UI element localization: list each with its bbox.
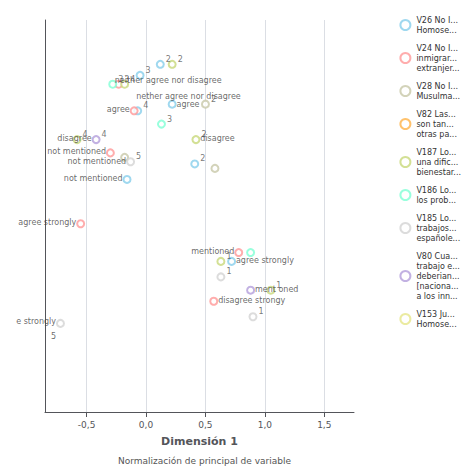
svg-text:1: 1	[226, 267, 231, 276]
svg-text:una dific...: una dific...	[416, 158, 458, 167]
svg-text:bienestar...: bienestar...	[416, 168, 461, 177]
svg-text:V24 No I...: V24 No I...	[416, 44, 458, 53]
svg-text:españole...: españole...	[416, 234, 460, 243]
svg-text:5: 5	[51, 332, 56, 341]
svg-text:3: 3	[146, 66, 151, 75]
svg-text:V80 Cua...: V80 Cua...	[416, 252, 457, 261]
svg-text:son tan...: son tan...	[416, 120, 453, 129]
svg-text:1: 1	[226, 251, 232, 261]
svg-text:deberian...: deberian...	[416, 272, 459, 281]
svg-text:agree: agree	[177, 100, 200, 109]
svg-text:V82 Las...: V82 Las...	[416, 110, 455, 119]
svg-text:V28 No I...: V28 No I...	[416, 82, 458, 91]
svg-text:0,0: 0,0	[139, 420, 154, 430]
svg-text:disagree: disagree	[200, 134, 234, 143]
svg-text:nether agree nor disagree: nether agree nor disagree	[136, 91, 241, 101]
svg-text:V26 No I...: V26 No I...	[416, 16, 458, 25]
svg-text:4: 4	[143, 101, 148, 110]
svg-text:agree: agree	[107, 105, 130, 114]
svg-text:agree strongly: agree strongly	[18, 218, 76, 227]
svg-text:V153 Ju...: V153 Ju...	[416, 310, 454, 319]
svg-text:trabajos...: trabajos...	[416, 224, 456, 233]
svg-text:inmigrar...: inmigrar...	[416, 54, 457, 63]
svg-text:los prob...: los prob...	[416, 196, 456, 205]
svg-text:Musulma...: Musulma...	[416, 92, 460, 101]
svg-text:not mentioned: not mentioned	[47, 147, 106, 156]
svg-text:2: 2	[178, 55, 183, 64]
svg-text:V185 Lo...: V185 Lo...	[416, 214, 456, 223]
svg-text:V186 Lo...: V186 Lo...	[416, 186, 456, 195]
svg-text:3: 3	[167, 115, 172, 124]
svg-text:disagree strongy: disagree strongy	[218, 296, 285, 305]
svg-text:neither agree nor disagree: neither agree nor disagree	[115, 76, 222, 85]
svg-text:a los inn...: a los inn...	[416, 292, 457, 301]
svg-text:Normalización de principal de: Normalización de principal de variable	[118, 456, 291, 466]
svg-text:1: 1	[258, 307, 263, 316]
svg-text:ment oned: ment oned	[255, 285, 298, 294]
svg-text:e strongly: e strongly	[16, 317, 56, 326]
svg-text:V187 Lo...: V187 Lo...	[416, 148, 456, 157]
svg-text:agree strongly: agree strongly	[236, 256, 294, 265]
svg-text:0,5: 0,5	[198, 420, 212, 430]
svg-text:Homose...: Homose...	[416, 26, 456, 35]
svg-text:Homose...: Homose...	[416, 320, 456, 329]
svg-text:4: 4	[102, 130, 107, 139]
svg-text:not mentioned: not mentioned	[64, 174, 123, 183]
svg-text:[naciona...: [naciona...	[416, 282, 458, 291]
svg-text:disagree: disagree	[57, 134, 91, 143]
svg-text:mentioned: mentioned	[191, 247, 234, 256]
svg-text:Dimensión 1: Dimensión 1	[161, 435, 238, 448]
svg-text:1,0: 1,0	[258, 420, 273, 430]
svg-text:extranjer...: extranjer...	[416, 64, 459, 73]
svg-text:1,5: 1,5	[317, 420, 331, 430]
svg-text:trabajo e...: trabajo e...	[416, 262, 460, 271]
svg-text:2: 2	[200, 154, 205, 163]
svg-text:otras pa...: otras pa...	[416, 130, 457, 139]
svg-text:-0,5: -0,5	[78, 420, 96, 430]
svg-text:not mentioned: not mentioned	[67, 157, 126, 166]
svg-text:2: 2	[166, 55, 171, 64]
svg-text:5: 5	[136, 152, 141, 161]
